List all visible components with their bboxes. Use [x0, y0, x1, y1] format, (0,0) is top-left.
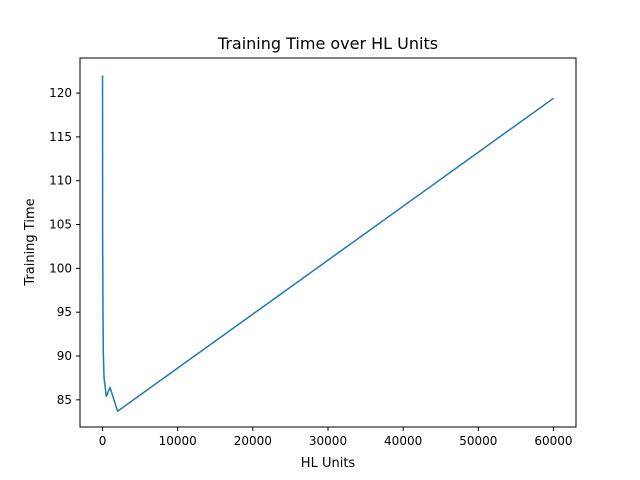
- x-tick-label: 30000: [309, 434, 347, 448]
- x-axis: 0 10000 20000 30000 40000 50000 60000: [99, 427, 573, 448]
- y-tick-label: 115: [49, 130, 72, 144]
- x-tick-label: 40000: [384, 434, 422, 448]
- y-tick-label: 110: [49, 174, 72, 188]
- x-tick-label: 50000: [459, 434, 497, 448]
- y-tick-label: 85: [57, 393, 72, 407]
- x-tick-label: 20000: [234, 434, 272, 448]
- series-layer: [101, 75, 554, 412]
- plot-area-frame: [79, 57, 577, 428]
- x-tick-label: 0: [99, 434, 107, 448]
- y-axis: 85 90 95 100 105 110 115 120: [49, 86, 80, 407]
- x-tick-label: 60000: [534, 434, 572, 448]
- chart-title: Training Time over HL Units: [217, 34, 438, 53]
- series-line-0: [101, 75, 554, 412]
- x-axis-label: HL Units: [301, 456, 356, 471]
- y-tick-label: 90: [57, 349, 72, 363]
- y-tick-label: 100: [49, 261, 72, 275]
- y-tick-label: 95: [57, 305, 72, 319]
- y-tick-label: 105: [49, 218, 72, 232]
- y-tick-label: 120: [49, 86, 72, 100]
- y-axis-label: Training Time: [23, 198, 38, 286]
- x-tick-label: 10000: [159, 434, 197, 448]
